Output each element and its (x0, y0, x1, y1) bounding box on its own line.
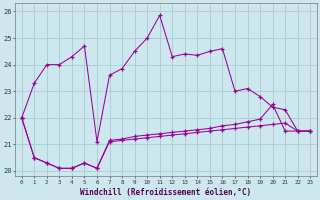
X-axis label: Windchill (Refroidissement éolien,°C): Windchill (Refroidissement éolien,°C) (80, 188, 252, 197)
